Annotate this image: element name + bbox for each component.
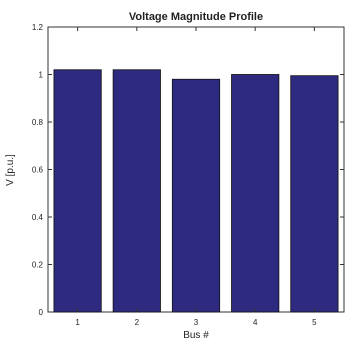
y-tick-label: 0.4 <box>32 213 44 222</box>
x-tick-label: 4 <box>253 318 258 327</box>
y-tick-label: 1 <box>39 71 44 80</box>
y-tick-label: 1.2 <box>32 23 44 32</box>
chart-title: Voltage Magnitude Profile <box>129 11 263 23</box>
y-tick-label: 0.2 <box>32 261 44 270</box>
x-tick-label: 1 <box>75 318 80 327</box>
y-axis-ticks: 0 0.2 0.4 0.6 0.8 1 1.2 <box>32 23 344 317</box>
bar-bus-5 <box>290 75 339 313</box>
bar-series <box>53 69 339 313</box>
y-tick-label: 0 <box>39 308 44 317</box>
y-axis-label: V [p.u.] <box>5 154 16 186</box>
x-tick-label: 2 <box>135 318 140 327</box>
bar-bus-1 <box>53 69 102 313</box>
y-tick-label: 0.6 <box>32 166 44 175</box>
x-axis-ticks: 1 2 3 4 5 <box>75 27 317 327</box>
bar-bus-3 <box>171 78 221 313</box>
x-tick-label: 5 <box>312 318 317 327</box>
x-tick-label: 3 <box>194 318 199 327</box>
x-axis-label: Bus # <box>183 330 209 341</box>
bar-bus-2 <box>112 69 161 313</box>
bar-bus-4 <box>231 74 280 313</box>
y-tick-label: 0.8 <box>32 118 44 127</box>
